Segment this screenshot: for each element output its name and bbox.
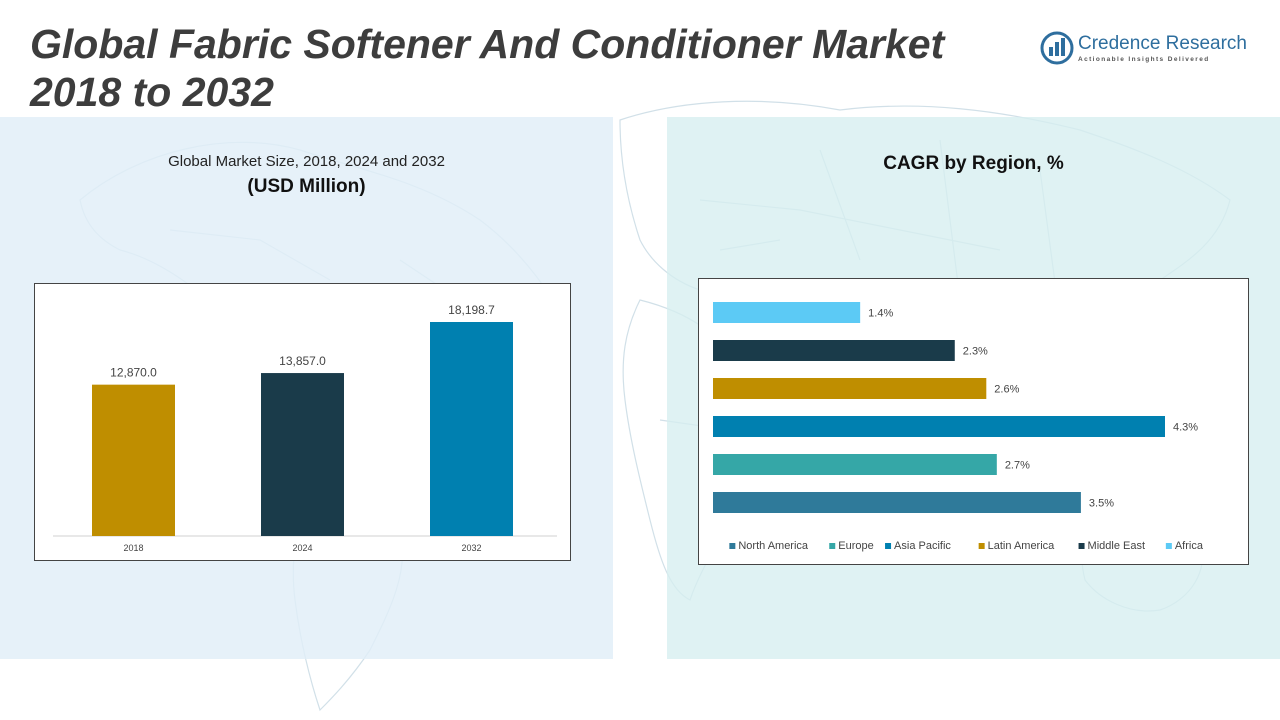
market-size-chart-svg: 12,870.0 2018 13,857.0 2024 18,198.7 2032 [53,303,557,553]
data-label-middle-east: 2.3% [963,346,988,358]
bar-europe [713,454,997,475]
data-label-2018: 12,870.0 [110,366,157,380]
logo-icon [1040,31,1074,65]
legend-swatch-africa [1165,543,1172,549]
bar-2032 [430,322,513,536]
legend-swatch-asia-pacific [885,543,892,549]
legend-label-asia-pacific: Asia Pacific [894,540,951,552]
legend-swatch-latin-america [978,543,985,549]
bar-middle-east [713,340,955,361]
legend-label-europe: Europe [838,540,873,552]
bar-africa [713,302,861,323]
logo-name: Credence Research [1078,33,1247,54]
bar-asia-pacific [713,416,1165,437]
legend-swatch-middle-east [1078,543,1085,549]
legend-swatch-europe [829,543,836,549]
bar-latin-america [713,378,987,399]
x-tick-label-2024: 2024 [292,543,312,553]
bar-north-america [713,492,1081,513]
legend-label-latin-america: Latin America [988,540,1056,552]
bar-2024 [261,373,344,536]
data-label-asia-pacific: 4.3% [1173,422,1198,434]
data-label-2032: 18,198.7 [448,303,495,317]
market-size-unit: (USD Million) [247,176,366,197]
cagr-title: CAGR by Region, % [883,153,1064,174]
data-label-latin-america: 2.6% [994,384,1019,396]
data-label-north-america: 3.5% [1089,498,1114,510]
market-size-title: Global Market Size, 2018, 2024 and 2032 [168,153,445,170]
data-label-2024: 13,857.0 [279,354,326,368]
legend-label-africa: Africa [1175,540,1204,552]
cagr-chart-svg: 3.5% 2.7% 4.3% 2.6% 2.3% 1.4% North America Eur… [713,302,1204,552]
legend-label-north-america: North America [738,540,809,552]
legend-label-middle-east: Middle East [1088,540,1145,552]
x-tick-label-2032: 2032 [461,543,481,553]
data-label-africa: 1.4% [868,308,893,320]
bar-2018 [92,384,175,536]
data-label-europe: 2.7% [1005,460,1030,472]
page-title: Global Fabric Softener And Conditioner M… [30,21,945,115]
legend-swatch-north-america [729,543,736,549]
cagr-chart: 3.5% 2.7% 4.3% 2.6% 2.3% 1.4% North America Eur… [698,278,1249,565]
logo: Credence Research Actionable Insights De… [1040,30,1260,70]
logo-tagline: Actionable Insights Delivered [1078,56,1210,63]
market-size-chart: 12,870.0 2018 13,857.0 2024 18,198.7 2032 [34,283,571,561]
x-tick-label-2018: 2018 [123,543,143,553]
